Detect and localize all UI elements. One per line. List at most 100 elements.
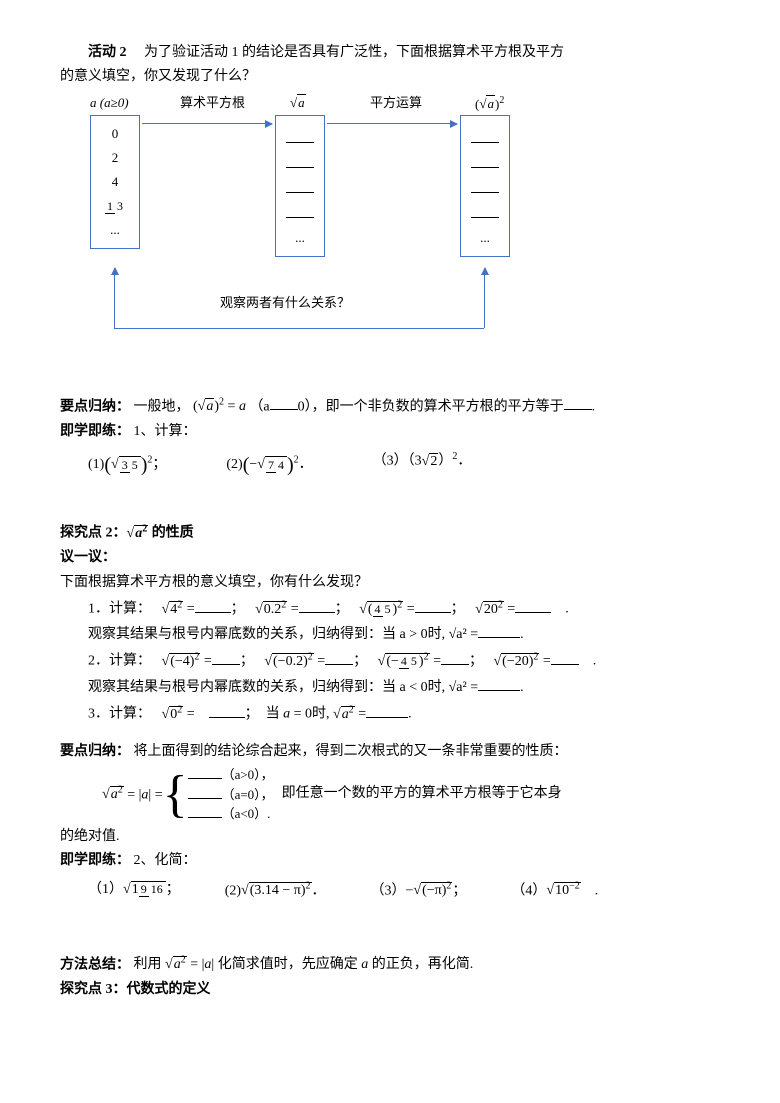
col1-header: a (a≥0): [90, 93, 129, 114]
explore2-title: 探究点 2：a2 的性质: [60, 521, 730, 545]
diagram-box-square: ...: [460, 115, 510, 257]
case3-text: （a<0）.: [222, 806, 271, 821]
arrow-up-left: [114, 268, 115, 328]
q1-label: 1．计算：: [88, 602, 144, 617]
q2-blank2: [325, 664, 353, 665]
explore2-q3: 3．计算： 02 = ； 当 a = 0时, a2 =.: [88, 702, 730, 726]
box3-dots: ...: [461, 226, 509, 250]
keypoint1: 要点归纳： 一般地， (a)2 = a （a 0），即一个非负数的算术平方根的平方…: [60, 395, 730, 419]
observe-text: 观察两者有什么关系？: [220, 293, 350, 314]
box2-blank-2: [286, 151, 314, 168]
practice1-label: 即学即练：: [60, 424, 130, 439]
q3-blank1: [209, 717, 245, 718]
practice2-q: 2、化简：: [134, 853, 197, 868]
method-label: 方法总结：: [60, 957, 130, 972]
col3-sym: (a)2: [475, 93, 504, 115]
keypoint1-text-c: 0），即一个非负数的算术平方根的平方等于: [298, 399, 564, 414]
explore3-title: 探究点 3：代数式的定义: [60, 979, 730, 1001]
arrow-2: [327, 123, 457, 124]
q1-blank1: [195, 612, 231, 613]
keypoint2-line1: 要点归纳： 将上面得到的结论综合起来，得到二次根式的又一条非常重要的性质：: [60, 741, 730, 763]
practice2-label: 即学即练：: [60, 853, 130, 868]
piecewise: { （a>0）， （a=0）， （a<0）.: [163, 765, 274, 824]
col2-header: 算术平方根: [180, 93, 245, 114]
q1-blank3: [415, 612, 451, 613]
practice2-p1: （1）1916；: [88, 879, 180, 903]
keypoint1-blank1: [270, 409, 298, 410]
explore2-intro: 下面根据算术平方根的意义填空，你有什么发现？: [60, 572, 730, 594]
practice2-items: （1）1916； (2)(3.14 − π)2． （3）−(−π)2； （4）1…: [88, 879, 730, 903]
keypoint1-text-b: （a: [249, 399, 269, 414]
practice2-p3: （3）−(−π)2；: [371, 879, 467, 903]
explore2-q2: 2．计算： (−4)2 =； (−0.2)2 =； (−45)2 =； (−20…: [88, 649, 730, 673]
practice2-heading: 即学即练： 2、化简：: [60, 850, 730, 872]
keypoint1-blank2: [564, 409, 592, 410]
case3: （a<0）.: [188, 804, 274, 824]
keypoint2-tail1: 即任意一个数的平方的算术平方根等于它本身: [282, 783, 562, 805]
brace-icon: {: [163, 769, 188, 821]
activity2-intro: 为了验证活动 1 的结论是否具有广泛性，下面根据算术平方根及平方: [130, 45, 564, 60]
keypoint2-lhs: a2 = |a| =: [102, 783, 163, 807]
obs2-text: 观察其结果与根号内幂底数的关系，归纳得到：当 a < 0时, √a² =: [88, 680, 478, 695]
practice1-items: (1)(35)2； (2)(−74)2． （3）（32）2．: [88, 449, 730, 481]
keypoint1-text-d: .: [592, 399, 596, 414]
activity2-title: 活动 2: [88, 45, 127, 60]
q3-label: 3．计算：: [88, 707, 144, 722]
keypoint2-label: 要点归纳：: [60, 744, 130, 759]
keypoint1-text-a: 一般地，: [134, 399, 190, 414]
diagram-box-input: 0 2 4 13 ...: [90, 115, 140, 249]
keypoint1-formula: (a)2 = a: [193, 399, 246, 414]
keypoint2-text: 将上面得到的结论综合起来，得到二次根式的又一条非常重要的性质：: [134, 744, 568, 759]
box2-blank-1: [286, 126, 314, 143]
box2-dots: ...: [276, 226, 324, 250]
obs2-blank: [478, 690, 520, 691]
col3-header: 平方运算: [370, 93, 422, 114]
box2-blank-3: [286, 176, 314, 193]
box3-blank-4: [471, 201, 499, 218]
q2-blank4: [551, 664, 579, 665]
box3-blank-3: [471, 176, 499, 193]
practice2-p2: (2)(3.14 − π)2．: [225, 879, 326, 903]
activity2-intro2: 的意义填空，你又发现了什么？: [60, 66, 730, 88]
arrow-up-right: [484, 268, 485, 328]
box1-v4: ...: [91, 218, 139, 242]
explore2-q1: 1．计算： 42 =； 0.22 =； (45)2 =； 202 = .: [88, 597, 730, 621]
explore2-obs1: 观察其结果与根号内幂底数的关系，归纳得到：当 a > 0时, √a² =.: [88, 624, 730, 646]
practice1-q: 1、计算：: [134, 424, 197, 439]
case2-text: （a=0），: [222, 787, 274, 802]
q2-label: 2．计算：: [88, 654, 144, 669]
case1-text: （a>0），: [222, 767, 274, 782]
col2-sym: a: [290, 93, 306, 114]
box2-blank-4: [286, 201, 314, 218]
case3-blank: [188, 817, 222, 818]
diagram-box-sqrt: ...: [275, 115, 325, 257]
practice1-p3: （3）（32）2．: [373, 449, 472, 481]
obs1-text: 观察其结果与根号内幂底数的关系，归纳得到：当 a > 0时, √a² =: [88, 627, 478, 642]
q1-blank4: [515, 612, 551, 613]
arrow-1: [142, 123, 272, 124]
activity2-heading: 活动 2 为了验证活动 1 的结论是否具有广泛性，下面根据算术平方根及平方: [60, 42, 730, 64]
explore2-obs2: 观察其结果与根号内幂底数的关系，归纳得到：当 a < 0时, √a² =.: [88, 677, 730, 699]
q2-blank3: [441, 664, 469, 665]
case2: （a=0），: [188, 785, 274, 805]
practice2-p4: （4）10−2 .: [511, 879, 598, 903]
method-summary: 方法总结： 利用 a2 = |a| 化简求值时，先应确定 a 的正负，再化简.: [60, 953, 730, 977]
explore2-discuss: 议一议：: [60, 547, 730, 569]
box1-v0: 0: [91, 122, 139, 146]
keypoint2-tail2: 的绝对值.: [60, 826, 730, 848]
q1-blank2: [299, 612, 335, 613]
box3-blank-1: [471, 126, 499, 143]
obs1-blank: [478, 637, 520, 638]
case1-blank: [188, 778, 222, 779]
case1: （a>0），: [188, 765, 274, 785]
keypoint2-formula-row: a2 = |a| = { （a>0）， （a=0）， （a<0）. 即任意一个数…: [102, 765, 730, 824]
diagram: a (a≥0) 算术平方根 a 平方运算 (a)2 0 2 4 13 ... .…: [60, 93, 730, 393]
box1-v3: 13: [91, 194, 139, 218]
practice1-p1: (1)(35)2；: [88, 449, 166, 481]
feedback-hline: [114, 328, 484, 329]
practice1-heading: 即学即练： 1、计算：: [60, 421, 730, 443]
practice1-p2: (2)(−74)2．: [226, 449, 312, 481]
q3-blank2: [366, 717, 408, 718]
box1-v1: 2: [91, 146, 139, 170]
keypoint1-label: 要点归纳：: [60, 399, 130, 414]
